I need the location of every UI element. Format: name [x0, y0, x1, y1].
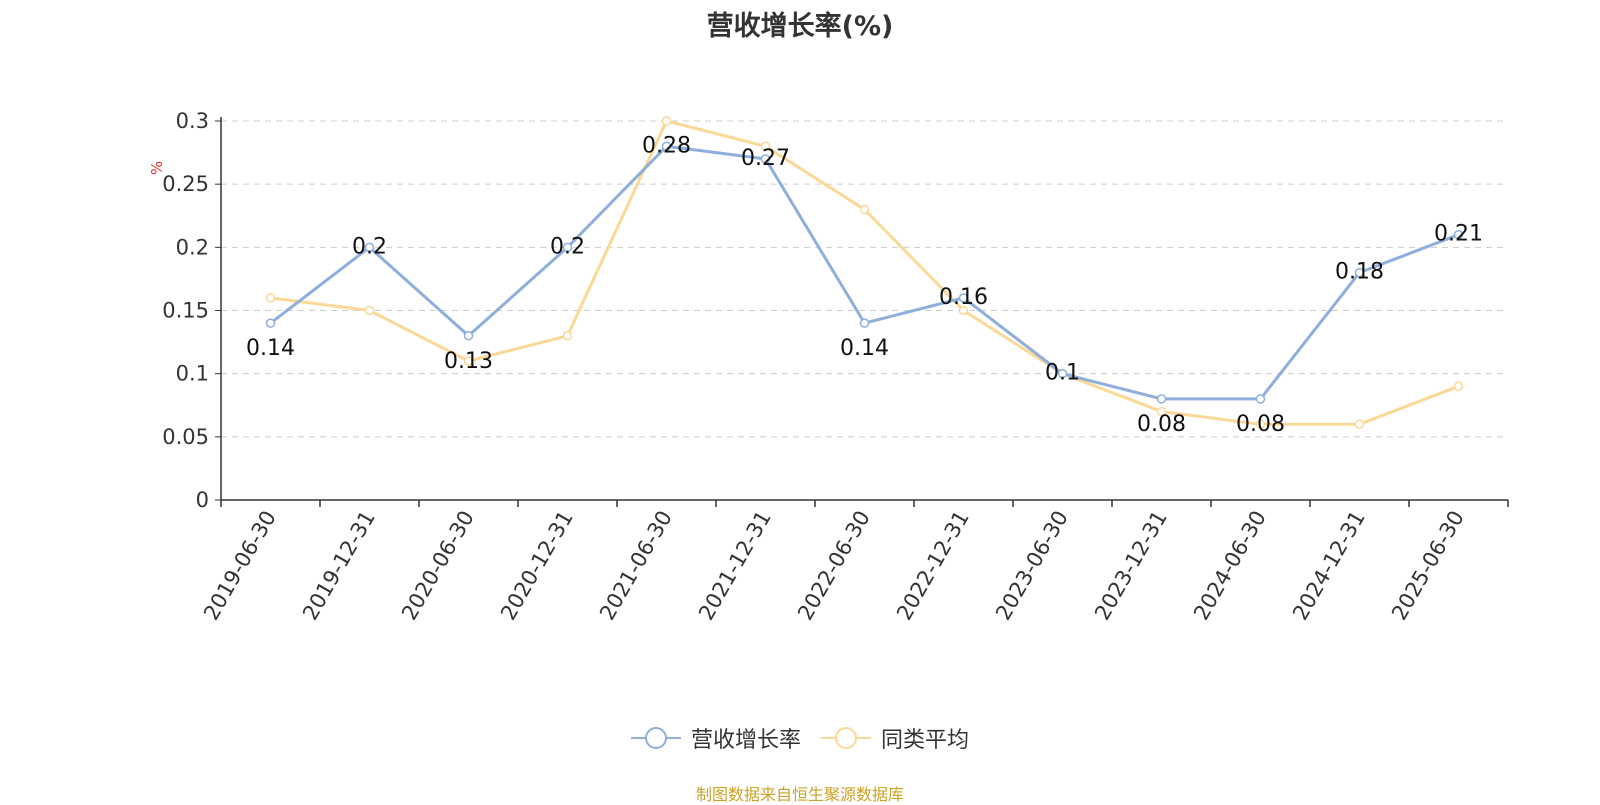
data-point-series-2 — [661, 116, 672, 126]
series-layer — [265, 116, 1464, 429]
legend-marker-series-2 — [821, 727, 871, 749]
data-point-series-2 — [364, 305, 375, 316]
data-label: 0.14 — [840, 336, 889, 361]
x-tick-label: 2025-06-30 — [1387, 507, 1469, 625]
y-tick-label: 0.25 — [162, 172, 209, 196]
legend-marker-series-1 — [630, 727, 681, 749]
data-point-series-1 — [1354, 267, 1365, 278]
x-tick-label: 2022-06-30 — [793, 507, 875, 625]
data-label: 0.14 — [246, 336, 295, 361]
x-tick-label: 2024-12-31 — [1288, 507, 1370, 625]
data-label: 0.21 — [1434, 222, 1483, 247]
x-tick-label: 2020-06-30 — [397, 507, 479, 625]
x-tick-label: 2023-06-30 — [991, 507, 1073, 625]
data-point-series-1 — [364, 242, 375, 253]
series-line-2 — [270, 119, 1460, 426]
legend-label-series-1: 营收增长率 — [690, 728, 801, 753]
data-label: 0.27 — [741, 146, 790, 171]
data-point-series-1 — [859, 318, 870, 328]
data-point-series-1 — [1057, 368, 1068, 379]
data-point-series-1 — [1453, 229, 1464, 240]
x-tick-label: 2019-06-30 — [199, 507, 281, 625]
data-label: 0.1 — [1045, 361, 1080, 386]
legend: 营收增长率 同类平均 — [0, 722, 1600, 754]
legend-item-series-2[interactable]: 同类平均 — [821, 722, 969, 754]
x-tick-label: 2019-12-31 — [298, 507, 380, 625]
x-tick-label: 2024-06-30 — [1189, 507, 1271, 625]
data-point-series-2 — [1354, 419, 1365, 429]
data-point-series-2 — [958, 305, 969, 316]
y-tick-label: 0.3 — [176, 109, 209, 133]
y-tick-label: 0.1 — [176, 362, 209, 386]
source-note: 制图数据来自恒生聚源数据库 — [695, 785, 904, 804]
grid-lines — [221, 120, 1508, 438]
data-point-series-2 — [1156, 406, 1167, 417]
data-point-series-2 — [562, 331, 573, 341]
data-label: 0.08 — [1236, 412, 1285, 437]
x-tick-label: 2021-06-30 — [595, 507, 677, 625]
data-point-series-2 — [1255, 419, 1266, 429]
axes: 0 0.05 0.1 0.15 0.2 0.25 0.3 2019-06-30 2019-12-… — [162, 109, 1509, 625]
data-point-series-1 — [1255, 394, 1266, 404]
data-label: 0.18 — [1335, 260, 1384, 285]
legend-label-series-2: 同类平均 — [881, 728, 970, 753]
y-tick-label: 0 — [196, 488, 209, 512]
data-label: 0.16 — [939, 285, 988, 310]
data-point-series-2 — [760, 141, 771, 152]
x-tick-label: 2021-12-31 — [694, 507, 776, 625]
legend-item-series-1[interactable]: 营收增长率 — [630, 722, 801, 754]
data-point-series-1 — [661, 141, 672, 152]
data-point-series-2 — [463, 356, 474, 366]
data-point-series-1 — [463, 331, 474, 341]
data-labels: 0.14 0.2 0.13 0.2 0.28 0.27 0.14 0.16 0.1 0.08 0.0… — [246, 133, 1483, 437]
data-point-series-1 — [1156, 394, 1167, 404]
chart-title: 营收增长率(%) — [706, 11, 894, 42]
data-point-series-2 — [265, 293, 276, 303]
data-label: 0.08 — [1137, 412, 1186, 437]
y-axis-label: % — [148, 161, 166, 175]
x-tick-label: 2020-12-31 — [496, 507, 578, 625]
y-tick-label: 0.15 — [162, 299, 209, 323]
data-label: 0.2 — [352, 234, 387, 259]
x-tick-label: 2022-12-31 — [892, 507, 974, 625]
data-point-series-2 — [1453, 381, 1464, 392]
data-label: 0.13 — [444, 349, 493, 374]
y-tick-label: 0.05 — [162, 425, 209, 449]
x-tick-label: 2023-12-31 — [1090, 507, 1172, 625]
data-point-series-2 — [859, 204, 870, 215]
y-tick-label: 0.2 — [176, 235, 209, 259]
data-label: 0.2 — [550, 234, 585, 259]
data-point-series-1 — [760, 154, 771, 164]
data-point-series-1 — [958, 293, 969, 303]
data-point-series-1 — [265, 318, 276, 328]
data-label: 0.28 — [642, 133, 691, 158]
data-point-series-1 — [562, 242, 573, 253]
